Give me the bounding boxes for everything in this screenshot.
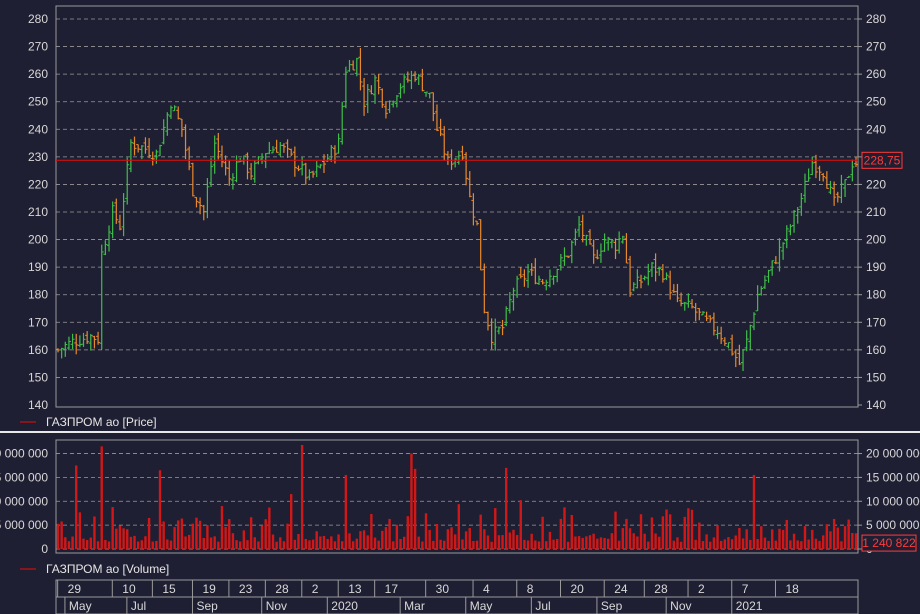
price-tick-label-left: 280 — [28, 12, 48, 26]
month-tick-label: 2021 — [736, 599, 763, 613]
price-tick-label-left: 230 — [28, 150, 48, 164]
month-tick-label: May — [69, 599, 92, 613]
price-tick-label-right: 170 — [866, 315, 886, 329]
month-tick-label: May — [470, 599, 493, 613]
day-tick-label: 10 — [122, 582, 136, 596]
price-tick-label-left: 160 — [28, 343, 48, 357]
day-tick-label: 2 — [698, 582, 705, 596]
day-tick-label: 28 — [275, 582, 289, 596]
time-axis-days: 29 10 15 19 23 28 2 13 17 30 4 8 20 24 28 2 7 18 — [57, 580, 799, 597]
price-tick-label-right: 200 — [866, 233, 886, 247]
price-tick-label-right: 250 — [866, 95, 886, 109]
month-tick-label: Sep — [196, 599, 218, 613]
day-tick-label: 17 — [385, 582, 399, 596]
price-legend-label: ГАЗПРОМ ао [Price] — [46, 415, 157, 429]
price-tick-label-right: 140 — [866, 398, 886, 412]
volume-tick-label-left: 20 000 000 — [0, 447, 48, 461]
day-tick-label: 8 — [527, 582, 534, 596]
price-tick-label-left: 220 — [28, 177, 48, 191]
price-tick-label-right: 160 — [866, 343, 886, 357]
price-tick-label-left: 200 — [28, 233, 48, 247]
last-volume-badge — [861, 534, 917, 552]
price-tick-label-right: 190 — [866, 260, 886, 274]
volume-tick-label-left: 10 000 000 — [0, 494, 48, 508]
price-tick-label-right: 150 — [866, 370, 886, 384]
price-tick-label-right: 270 — [866, 40, 886, 54]
price-tick-label-left: 180 — [28, 288, 48, 302]
day-tick-label: 15 — [162, 582, 176, 596]
month-tick-label: Jul — [535, 599, 550, 613]
price-tick-label-left: 260 — [28, 67, 48, 81]
last-volume-label: 1 240 822 — [862, 536, 916, 550]
price-tick-label-left: 170 — [28, 315, 48, 329]
volume-tick-label-left: 0 — [41, 542, 48, 556]
day-tick-label: 7 — [742, 582, 749, 596]
price-ohlc-bars — [56, 48, 858, 372]
volume-tick-label-right: 5 000 000 — [866, 518, 920, 532]
price-axis-right: 1401501601701801902002102202302402502602… — [858, 12, 886, 412]
day-tick-label: 2 — [312, 582, 319, 596]
price-tick-label-right: 260 — [866, 67, 886, 81]
volume-tick-label-right: 20 000 000 — [866, 447, 920, 461]
day-tick-label: 19 — [202, 582, 216, 596]
month-tick-label: Sep — [601, 599, 623, 613]
price-panel: 140 150 160 170 180 190 200 210 220 230 240 250 260 2… — [20, 5, 903, 429]
price-tick-label-left: 210 — [28, 205, 48, 219]
volume-tick-label-right: 15 000 000 — [866, 470, 920, 484]
volume-bars — [56, 444, 858, 549]
price-tick-label-right: 220 — [866, 177, 886, 191]
price-tick-label-right: 280 — [866, 12, 886, 26]
price-axis-left: 140 150 160 170 180 190 200 210 220 230 240 250 260 2… — [28, 12, 48, 412]
month-tick-label: 2020 — [331, 599, 358, 613]
volume-legend-label: ГАЗПРОМ ао [Volume] — [46, 562, 169, 576]
time-axis[interactable]: 29 10 15 19 23 28 2 13 17 30 4 8 20 24 28 2 7 18 May Jul Se… — [55, 579, 859, 614]
volume-tick-label-right: 10 000 000 — [866, 494, 920, 508]
volume-tick-label-left: 5 000 000 — [0, 518, 48, 532]
day-tick-label: 20 — [570, 582, 584, 596]
day-tick-label: 24 — [614, 582, 628, 596]
day-tick-label: 28 — [654, 582, 668, 596]
price-tick-label-left: 240 — [28, 122, 48, 136]
volume-tick-label-left: 15 000 000 — [0, 470, 48, 484]
volume-axis-left: 0 5 000 000 10 000 000 15 000 000 20 000 000 — [0, 447, 48, 556]
month-tick-label: Nov — [670, 599, 691, 613]
price-plot-frame — [55, 5, 859, 408]
month-tick-label: Nov — [266, 599, 287, 613]
day-tick-label: 23 — [239, 582, 253, 596]
price-tick-label-left: 250 — [28, 95, 48, 109]
day-tick-label: 18 — [785, 582, 799, 596]
volume-plot-frame — [55, 439, 859, 554]
price-tick-label-left: 190 — [28, 260, 48, 274]
price-tick-label-right: 180 — [866, 288, 886, 302]
day-tick-label: 13 — [348, 582, 362, 596]
time-axis-months: May Jul Sep Nov 2020 Mar May Jul Sep Nov 2021 — [64, 597, 763, 614]
price-tick-label-right: 210 — [866, 205, 886, 219]
month-tick-label: Jul — [131, 599, 146, 613]
day-tick-label: 30 — [436, 582, 450, 596]
last-price-label: 228,75 — [864, 153, 901, 167]
volume-panel: 0 5 000 000 10 000 000 15 000 000 20 000 000… — [0, 439, 920, 576]
price-tick-label-left: 270 — [28, 40, 48, 54]
day-tick-label: 29 — [68, 582, 82, 596]
price-tick-label-left: 150 — [28, 370, 48, 384]
month-tick-label: Mar — [404, 599, 425, 613]
price-tick-label-left: 140 — [28, 398, 48, 412]
day-tick-label: 4 — [483, 582, 490, 596]
last-price-badge — [861, 151, 903, 169]
price-tick-label-right: 240 — [866, 122, 886, 136]
